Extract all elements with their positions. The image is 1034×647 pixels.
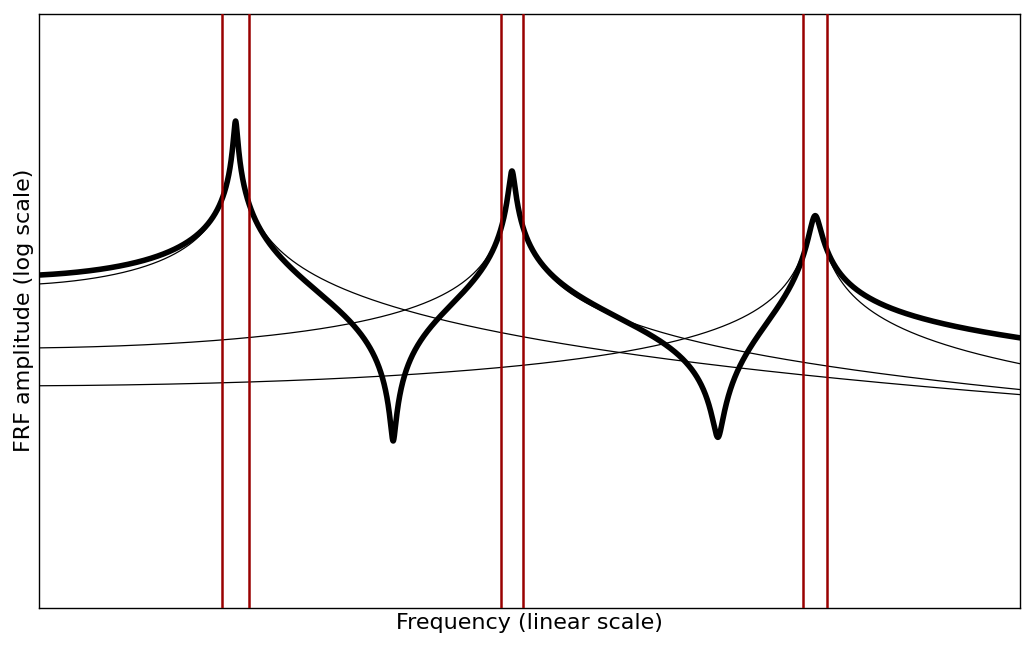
Y-axis label: FRF amplitude (log scale): FRF amplitude (log scale) — [13, 169, 34, 452]
X-axis label: Frequency (linear scale): Frequency (linear scale) — [396, 613, 663, 633]
